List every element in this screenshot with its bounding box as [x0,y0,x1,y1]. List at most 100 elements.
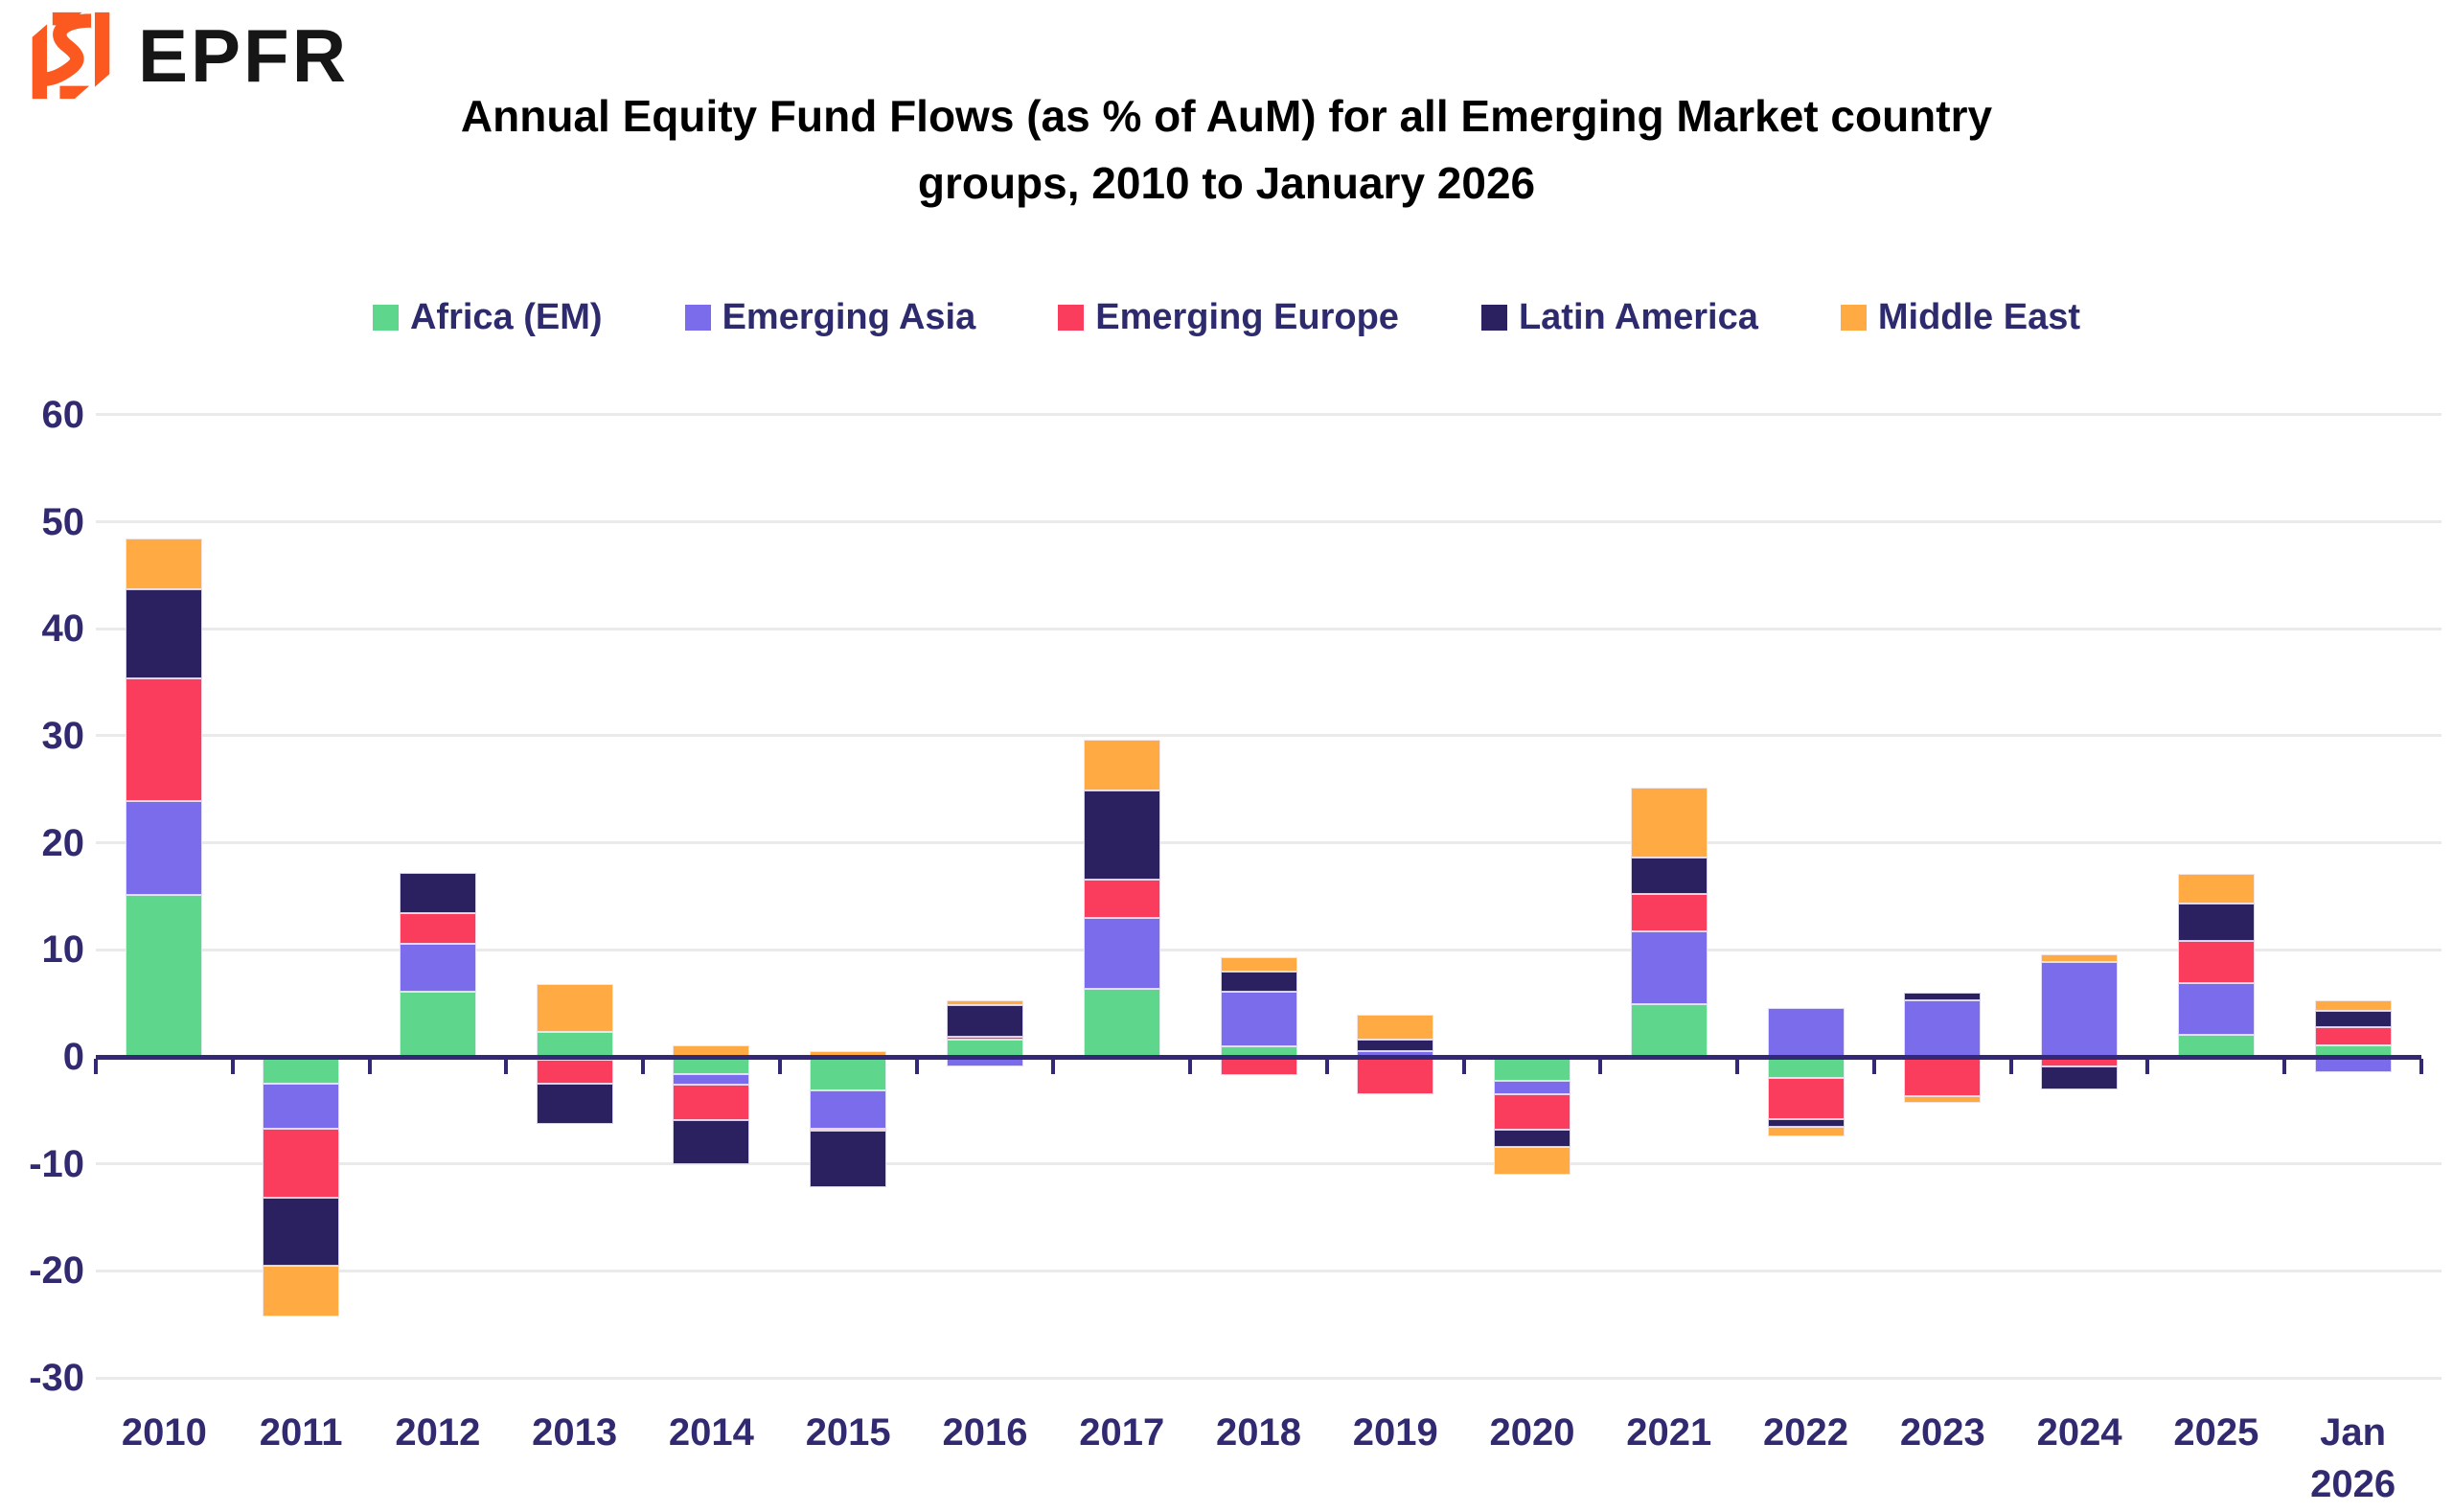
bar-segment-2017-latin-america[interactable] [1083,790,1160,880]
bar-segment-2017-emerging-asia[interactable] [1083,917,1160,989]
bar-segment-2025-emerging-asia[interactable] [2177,982,2255,1035]
x-axis-label-line: 2018 [1215,1411,1301,1454]
bar-segment-2022-latin-america[interactable] [1767,1118,1845,1127]
x-axis-tick [2008,1059,2013,1074]
legend-item-africa-em[interactable]: Africa (EM) [372,297,603,338]
bar-segment-2010-emerging-europe[interactable] [126,677,203,802]
legend-swatch-icon [1840,305,1867,331]
bar-segment-2012-emerging-europe[interactable] [399,913,476,944]
bar-segment-2020-middle-east[interactable] [1494,1146,1571,1175]
x-axis-tick [2145,1059,2150,1074]
x-axis-tick [1598,1059,1603,1074]
bar-segment-2018-latin-america[interactable] [1220,971,1297,992]
y-axis-label: 20 [41,821,85,864]
bar-segment-2025-latin-america[interactable] [2177,904,2255,942]
bar-segment-2010-latin-america[interactable] [126,588,203,678]
bar-segment-2019-middle-east[interactable] [1357,1015,1434,1041]
bar-segment-2021-emerging-europe[interactable] [1630,894,1708,932]
bar-segment-2017-middle-east[interactable] [1083,740,1160,790]
x-axis-label: 2023 [1874,1407,2011,1458]
bar-segment-2015-emerging-asia[interactable] [810,1089,887,1129]
bar-segment-2021-emerging-asia[interactable] [1630,931,1708,1005]
y-axis-label: -30 [29,1357,84,1400]
bar-segment-2018-emerging-asia[interactable] [1220,991,1297,1046]
legend-item-latin-america[interactable]: Latin America [1480,297,1758,338]
bar-segment-2022-emerging-asia[interactable] [1767,1007,1845,1057]
bar-segment-2020-emerging-asia[interactable] [1494,1080,1571,1095]
bar-segment-2010-emerging-asia[interactable] [126,801,203,896]
bar-segment-2011-latin-america[interactable] [263,1198,340,1266]
bar-segment-2022-middle-east[interactable] [1767,1126,1845,1136]
bar-segment-2015-emerging-europe[interactable] [810,1128,887,1132]
bar-segment-2012-emerging-asia[interactable] [399,943,476,992]
bar-segment-2010-middle-east[interactable] [126,538,203,589]
bar-segment-2024-middle-east[interactable] [2041,953,2119,962]
x-axis-tick [641,1059,646,1074]
bar-segment-2025-africa-em[interactable] [2177,1034,2255,1057]
x-axis-tick [367,1059,372,1074]
legend-item-emerging-europe[interactable]: Emerging Europe [1058,297,1399,338]
gridline [96,734,2442,738]
x-axis-tick [230,1059,235,1074]
bar-segment-2014-emerging-europe[interactable] [673,1085,750,1120]
bar-segment-2013-latin-america[interactable] [536,1083,613,1125]
bar-segment-2020-latin-america[interactable] [1494,1129,1571,1147]
bar-segment-2020-africa-em[interactable] [1494,1057,1571,1081]
bar-segment-2023-emerging-europe[interactable] [1904,1057,1982,1097]
x-axis-tick [1735,1059,1740,1074]
x-axis-label: 2012 [370,1407,507,1458]
bar-segment-2014-emerging-asia[interactable] [673,1073,750,1086]
bar-segment-2024-emerging-asia[interactable] [2041,961,2119,1057]
bar-segment-2011-emerging-europe[interactable] [263,1128,340,1199]
bar-segment-Jan-2026-latin-america[interactable] [2314,1010,2392,1027]
y-axis-label: 60 [41,393,85,436]
bar-segment-2025-middle-east[interactable] [2177,873,2255,905]
bar-segment-2012-latin-america[interactable] [399,872,476,914]
legend-item-middle-east[interactable]: Middle East [1840,297,2080,338]
bar-segment-2013-africa-em[interactable] [536,1032,613,1057]
bar-segment-2018-middle-east[interactable] [1220,957,1297,972]
bar-segment-2019-latin-america[interactable] [1357,1040,1434,1052]
legend-item-emerging-asia[interactable]: Emerging Asia [684,297,975,338]
bar-segment-2021-middle-east[interactable] [1630,787,1708,859]
bar-segment-2011-middle-east[interactable] [263,1265,340,1317]
x-axis-label: 2019 [1327,1407,1464,1458]
x-axis-label: 2024 [2011,1407,2148,1458]
bar-segment-2015-africa-em[interactable] [810,1057,887,1090]
bar-segment-2022-africa-em[interactable] [1767,1057,1845,1079]
bar-segment-2010-africa-em[interactable] [126,895,203,1057]
bar-segment-2021-latin-america[interactable] [1630,858,1708,895]
bar-segment-2016-latin-america[interactable] [946,1005,1023,1037]
chart-title-line1: Annual Equity Fund Flows (as % of AuM) f… [460,91,1993,141]
legend-swatch-icon [1058,305,1085,331]
bar-segment-2022-emerging-europe[interactable] [1767,1078,1845,1119]
bar-segment-2015-latin-america[interactable] [810,1131,887,1188]
gridline [96,520,2442,523]
x-axis-label: 2011 [233,1407,370,1458]
bar-segment-2021-africa-em[interactable] [1630,1004,1708,1057]
bar-segment-2019-emerging-europe[interactable] [1357,1057,1434,1095]
gridline [96,1162,2442,1166]
bar-segment-2020-emerging-europe[interactable] [1494,1094,1571,1130]
bar-segment-2017-emerging-europe[interactable] [1083,879,1160,918]
bar-segment-2012-africa-em[interactable] [399,991,476,1057]
x-axis-label-line: 2019 [1352,1411,1438,1454]
x-axis-label: 2022 [1737,1407,1874,1458]
bar-segment-Jan-2026-emerging-europe[interactable] [2314,1026,2392,1045]
bar-segment-2016-emerging-europe[interactable] [946,1036,1023,1041]
bar-segment-2023-middle-east[interactable] [1904,1096,1982,1104]
bar-segment-2011-emerging-asia[interactable] [263,1083,340,1129]
bar-segment-2024-latin-america[interactable] [2041,1066,2119,1089]
bar-segment-2017-africa-em[interactable] [1083,988,1160,1057]
x-axis-label-line: 2013 [532,1411,618,1454]
bar-segment-Jan-2026-middle-east[interactable] [2314,999,2392,1011]
bar-segment-2016-middle-east[interactable] [946,999,1023,1006]
bar-segment-2023-emerging-asia[interactable] [1904,999,1982,1057]
bar-segment-2011-africa-em[interactable] [263,1057,340,1084]
bar-segment-2023-latin-america[interactable] [1904,992,1982,1000]
bar-segment-2025-emerging-europe[interactable] [2177,941,2255,983]
x-axis-label: 2018 [1190,1407,1327,1458]
bar-segment-2014-latin-america[interactable] [673,1119,750,1164]
bar-segment-2013-middle-east[interactable] [536,984,613,1033]
bar-segment-2013-emerging-europe[interactable] [536,1060,613,1084]
